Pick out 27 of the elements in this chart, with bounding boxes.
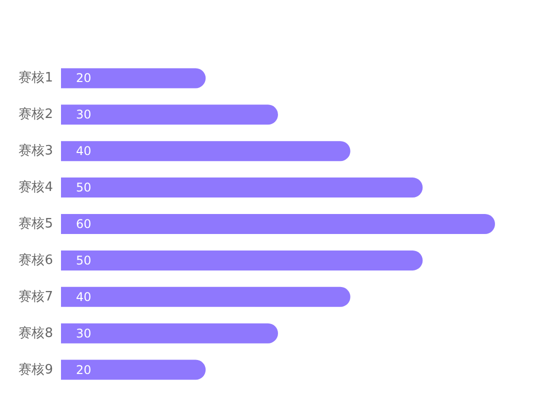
y-tick-label: 赛核7 (18, 288, 53, 304)
bar (61, 214, 495, 234)
bar (61, 104, 278, 125)
data-label: 30 (76, 108, 92, 122)
bar (61, 323, 278, 344)
data-label: 30 (76, 326, 92, 340)
y-tick-label: 赛核8 (18, 324, 53, 341)
y-tick-label: 赛核9 (18, 361, 53, 378)
bar (61, 178, 423, 198)
data-label: 40 (76, 290, 92, 304)
data-label: 20 (76, 71, 92, 86)
y-tick-label: 赛核1 (18, 70, 53, 86)
bar (61, 141, 350, 162)
y-tick-label: 赛核3 (18, 142, 53, 159)
y-tick-label: 赛核4 (18, 179, 53, 196)
bar (61, 68, 206, 88)
data-label: 60 (76, 217, 92, 231)
bar (61, 360, 206, 380)
y-tick-label: 赛核6 (18, 252, 53, 268)
y-tick-label: 赛核2 (18, 106, 53, 122)
data-label: 40 (76, 144, 92, 158)
data-label: 20 (76, 362, 92, 377)
data-label: 50 (76, 253, 92, 268)
bar (61, 286, 350, 307)
y-tick-label: 赛核5 (18, 216, 53, 232)
bar (61, 250, 423, 270)
data-label: 50 (76, 180, 92, 195)
